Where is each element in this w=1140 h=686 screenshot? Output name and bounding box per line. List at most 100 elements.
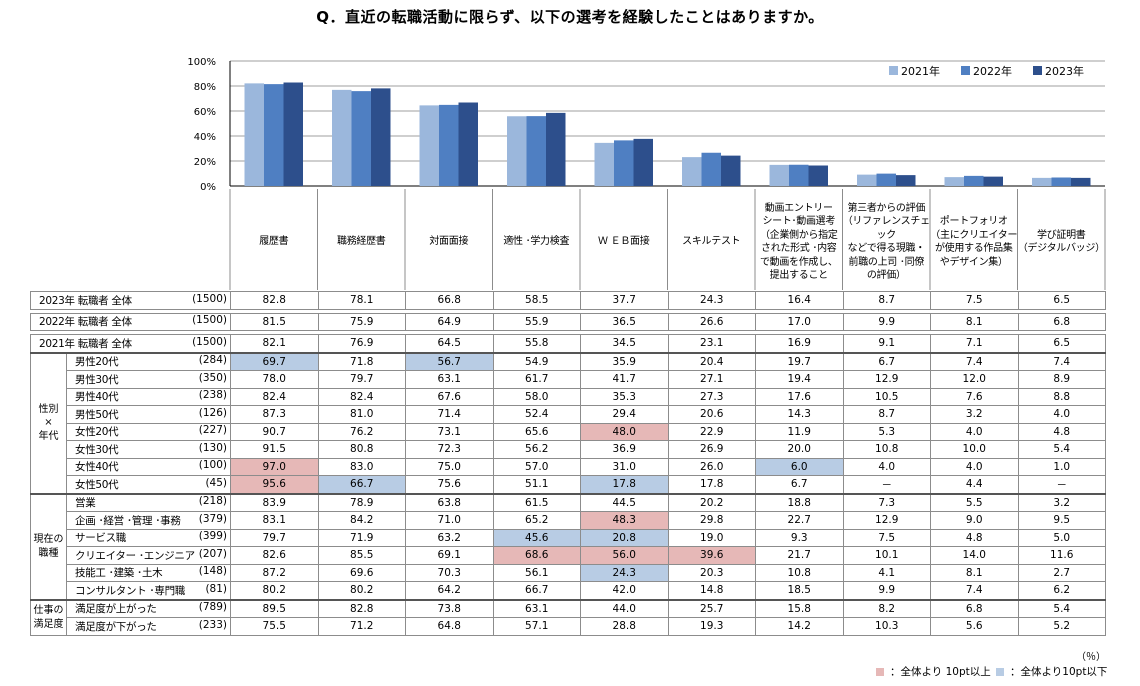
row-label-text: 女性20代 (75, 426, 119, 439)
table-row: (148) 技能工 ･建築 ･土木 87.2 69.6 70.3 56.1 24.3 20.3… (31, 563, 1106, 582)
value-cell: 65.2 (492, 511, 581, 530)
value-cell: 52.4 (492, 405, 581, 424)
value-cell: 64.9 (405, 312, 494, 331)
value-cell: 57.1 (492, 617, 581, 636)
value-cell: 20.6 (667, 405, 756, 424)
row-label: (233) 満足度が下がった (66, 617, 231, 636)
value-cell: 56.7 (405, 351, 494, 371)
sample-size: (100) (198, 459, 227, 472)
value-cell: 81.5 (230, 312, 319, 331)
value-cell: 29.4 (580, 405, 669, 424)
bar-5-0 (682, 157, 702, 186)
legend-high-text: ：全体より 10pt以上 (890, 666, 991, 678)
value-cell: 8.7 (842, 291, 931, 310)
bar-1-0 (332, 89, 352, 186)
value-cell: 7.1 (930, 334, 1019, 353)
y-tick-label: 60% (194, 107, 216, 118)
value-cell: 34.5 (580, 334, 669, 353)
value-cell: 6.7 (842, 351, 931, 371)
row-label-text: 2022年 転職者 全体 (39, 316, 132, 329)
value-cell: 9.1 (842, 334, 931, 353)
value-cell: 83.1 (230, 511, 319, 530)
y-tick-label: 40% (194, 132, 216, 143)
value-cell: 24.3 (580, 563, 669, 582)
legend-swatch (961, 66, 970, 75)
legend-label: 2023年 (1045, 64, 1084, 78)
table-row: (45) 女性50代 95.6 66.7 75.6 51.1 17.8 17.8 6.7 － 4.4… (31, 475, 1106, 494)
legend-low: ：全体より10pt以下 (996, 664, 1107, 679)
value-cell: 81.0 (317, 405, 406, 424)
value-cell: 55.9 (492, 312, 581, 331)
value-cell: 51.1 (492, 475, 581, 494)
value-cell: 78.9 (317, 492, 406, 512)
value-cell: 8.8 (1017, 387, 1106, 406)
value-cell: 45.6 (492, 528, 581, 547)
value-cell: 6.8 (1017, 312, 1106, 331)
sample-size: (1500) (192, 335, 227, 348)
value-cell: 8.9 (1017, 370, 1106, 389)
value-cell: 6.8 (930, 598, 1019, 618)
value-cell: 80.2 (317, 581, 406, 600)
value-cell: 12.9 (842, 370, 931, 389)
value-cell: 58.0 (492, 387, 581, 406)
value-cell: 19.0 (667, 528, 756, 547)
value-cell: 16.4 (755, 291, 844, 310)
value-cell: 12.0 (930, 370, 1019, 389)
bar-6-1 (789, 164, 809, 186)
value-cell: 71.9 (317, 528, 406, 547)
value-cell: 73.8 (405, 598, 494, 618)
value-cell: 8.1 (930, 312, 1019, 331)
value-cell: 42.0 (580, 581, 669, 600)
value-cell: 20.2 (667, 492, 756, 512)
value-cell: 7.4 (930, 351, 1019, 371)
row-label: (1500) 2021年 転職者 全体 (30, 334, 231, 353)
value-cell: 17.0 (755, 312, 844, 331)
value-cell: 79.7 (317, 370, 406, 389)
value-cell: 4.0 (842, 457, 931, 476)
table-row: (238) 男性40代 82.4 82.4 67.6 58.0 35.3 27.3 17.6 10… (31, 387, 1106, 406)
value-cell: 66.7 (317, 475, 406, 494)
blue-swatch (996, 667, 1004, 676)
value-cell: 20.8 (580, 528, 669, 547)
value-cell: 22.7 (755, 511, 844, 530)
row-label-text: 男性40代 (75, 391, 119, 404)
value-cell: 1.0 (1017, 457, 1106, 476)
value-cell: 66.8 (405, 291, 494, 310)
value-cell: 56.1 (492, 563, 581, 582)
row-label: (148) 技能工 ･建築 ･土木 (66, 563, 231, 582)
value-cell: 36.5 (580, 312, 669, 331)
table-row: (399) サービス職 79.7 71.9 63.2 45.6 20.8 19.0 9.3 7.5… (31, 528, 1106, 547)
bar-3-1 (526, 116, 546, 186)
value-cell: 91.5 (230, 440, 319, 459)
row-label-text: 営業 (75, 497, 96, 510)
value-cell: 71.2 (317, 617, 406, 636)
row-label: (100) 女性40代 (66, 457, 231, 476)
value-cell: 17.8 (667, 475, 756, 494)
table-row: (227) 女性20代 90.7 76.2 73.1 65.6 48.0 22.9 11.9 5.… (31, 422, 1106, 441)
value-cell: 4.0 (930, 457, 1019, 476)
value-cell: 7.4 (1017, 351, 1106, 371)
row-label-text: 男性30代 (75, 373, 119, 386)
value-cell: 17.6 (755, 387, 844, 406)
value-cell: 21.7 (755, 546, 844, 565)
bar-7-1 (876, 173, 896, 186)
bar-2-1 (439, 104, 459, 186)
value-cell: 63.1 (405, 370, 494, 389)
row-label-text: コンサルタント ･専門職 (75, 584, 185, 597)
category-label: ポートフォリオ （主にクリエイター が使用する作品集 やデザイン集） (930, 216, 1018, 268)
value-cell: 36.9 (580, 440, 669, 459)
table-row: (126) 男性50代 87.3 81.0 71.4 52.4 29.4 20.6 14.3 8.… (31, 405, 1106, 424)
value-cell: 78.0 (230, 370, 319, 389)
value-cell: 83.9 (230, 492, 319, 512)
value-cell: 8.7 (842, 405, 931, 424)
value-cell: 19.7 (755, 351, 844, 371)
row-label: (45) 女性50代 (66, 475, 231, 494)
value-cell: 19.3 (667, 617, 756, 636)
table-row: (1500) 2021年 転職者 全体 82.1 76.9 64.5 55.8 34.5 23… (30, 334, 1106, 353)
y-tick-label: 80% (194, 82, 216, 93)
value-cell: 10.1 (842, 546, 931, 565)
category-label: 学び証明書 （デジタルバッジ） (1017, 229, 1105, 255)
row-label: (1500) 2023年 転職者 全体 (30, 291, 231, 310)
value-cell: 20.0 (755, 440, 844, 459)
value-cell: 9.9 (842, 581, 931, 600)
